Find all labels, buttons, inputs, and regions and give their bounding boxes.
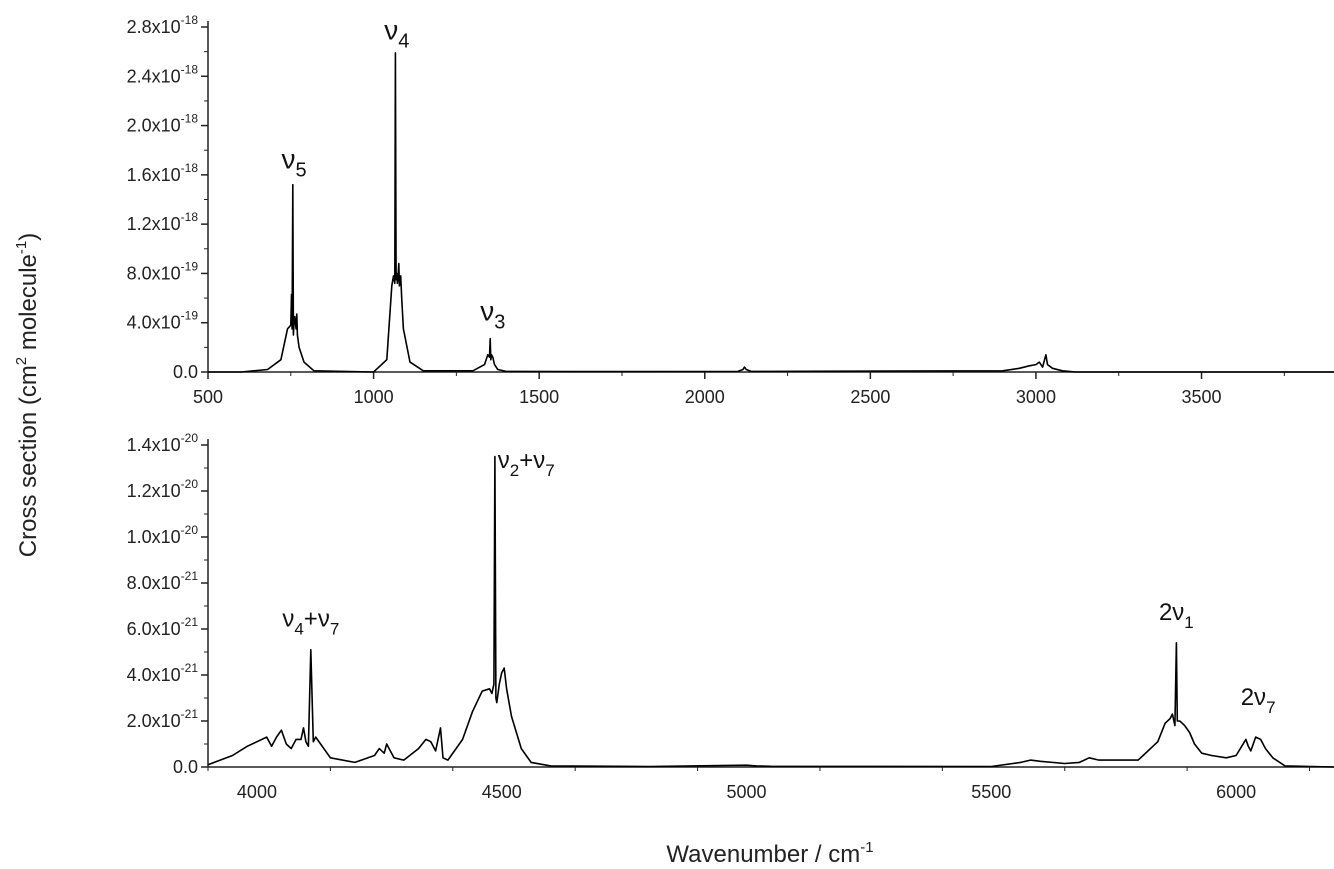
top-y-tick-label: 2.0x10-18 [127,112,199,136]
y-axis-title-tail: molecule [15,254,42,357]
x-axis-title-text: Wavenumber / cm [666,841,860,868]
top-x-tick-label: 3000 [1016,387,1056,407]
top-y-tick-label: 1.2x10-18 [127,210,199,234]
bottom-y-tick-label: 6.0x10-21 [127,615,199,639]
bottom-y-tick-label: 8.0x10-21 [127,569,199,593]
bottom-panel: 0.0 2.0x10-21 4.0x10-21 6.0x10-21 8.0x10-21 1… [127,431,1334,802]
y-axis-title: Cross section (cm2 molecule-1) [13,233,42,557]
x-axis-title-exponent: -1 [860,839,873,856]
bottom-x-tick-label: 4000 [237,782,277,802]
bottom-y-tick-label: 0.0 [173,757,198,777]
bottom-y-tick-label: 2.0x10-21 [127,707,199,731]
bottom-y-tick-label: 1.2x10-20 [127,477,199,501]
bottom-x-tick-label: 6000 [1216,782,1256,802]
bottom-band-label: 2ν1 [1159,599,1194,632]
bottom-band-label: ν4+ν7 [282,606,339,639]
y-axis-title-exponent: 2 [13,357,30,365]
top-y-tick-label: 4.0x10-19 [127,309,199,333]
top-band-label: ν5 [282,144,307,182]
bottom-y-tick-label: 1.0x10-20 [127,523,199,547]
bottom-spectrum-series [207,455,1334,768]
bottom-band-label: 2ν7 [1241,684,1276,717]
top-y-tick-label: 2.8x10-18 [127,13,199,37]
top-x-tick-label: 500 [193,387,223,407]
bottom-x-tick-label: 5500 [971,782,1011,802]
y-axis-title-close: ) [15,233,42,241]
top-x-tick-label: 1500 [519,387,559,407]
bottom-x-tick-label: 5000 [726,782,766,802]
top-band-label: ν3 [480,295,505,333]
x-axis-title: Wavenumber / cm-1 [666,839,873,868]
top-y-tick-label: 2.4x10-18 [127,62,199,86]
bottom-x-tick-label: 4500 [482,782,522,802]
bottom-y-tick-label: 4.0x10-21 [127,661,199,685]
y-axis-title-tail-exponent: -1 [13,241,30,254]
top-band-label: ν4 [384,14,409,52]
top-x-tick-label: 2500 [850,387,890,407]
top-x-tick-label: 1000 [354,387,394,407]
top-panel: 0.0 4.0x10-19 8.0x10-19 1.2x10-18 1.6x10-18 2… [127,13,1334,407]
y-axis-title-text: Cross section (cm [15,365,42,557]
top-y-tick-label: 8.0x10-19 [127,259,199,283]
bottom-band-label: ν2+ν7 [498,447,555,480]
top-y-tick-label: 1.6x10-18 [127,161,199,185]
top-spectrum-series [208,52,1334,373]
bottom-y-tick-label: 1.4x10-20 [127,431,199,455]
top-y-tick-label: 0.0 [173,362,198,382]
top-x-tick-label: 3500 [1182,387,1222,407]
top-x-tick-label: 2000 [685,387,725,407]
